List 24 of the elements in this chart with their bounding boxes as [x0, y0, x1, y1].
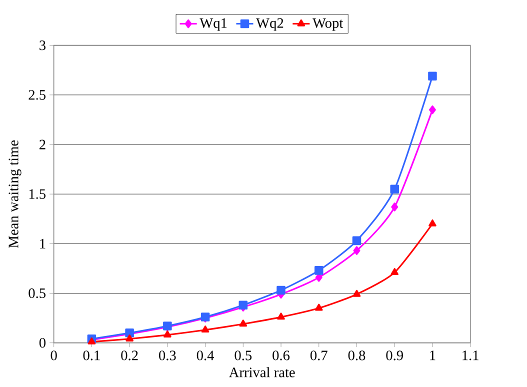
x-tick-label: 0.4: [196, 350, 214, 360]
x-tick-label: 1.1: [462, 350, 478, 360]
legend-label: Wopt: [312, 18, 344, 31]
y-tick-label: 1: [40, 239, 46, 249]
y-tick-label: 3: [40, 40, 46, 50]
x-tick-label: 0.7: [310, 350, 328, 360]
y-tick-label: 0.5: [28, 288, 46, 298]
x-tick-label: 0.9: [386, 350, 403, 360]
y-tick-label: 2: [40, 140, 46, 150]
x-tick-label: 1: [430, 350, 436, 360]
y-tick-label: 1.5: [29, 189, 46, 200]
x-tick-label: 0: [50, 350, 57, 360]
y-tick-label: 2.5: [28, 90, 46, 100]
legend-label: Wq2: [256, 18, 284, 31]
x-tick-label: 0.2: [121, 350, 138, 360]
y-axis-title: Mean waiting time: [8, 140, 22, 248]
legend-label: Wq1: [200, 18, 227, 31]
x-tick-label: 0.1: [83, 350, 100, 360]
x-tick-label: 0.3: [159, 350, 176, 360]
x-tick-label: 0.6: [272, 350, 290, 360]
x-axis-title: Arrival rate: [228, 367, 295, 378]
x-tick-label: 0.5: [234, 350, 252, 360]
x-tick-label: 0.8: [348, 350, 366, 360]
y-tick-label: 0: [39, 338, 46, 348]
